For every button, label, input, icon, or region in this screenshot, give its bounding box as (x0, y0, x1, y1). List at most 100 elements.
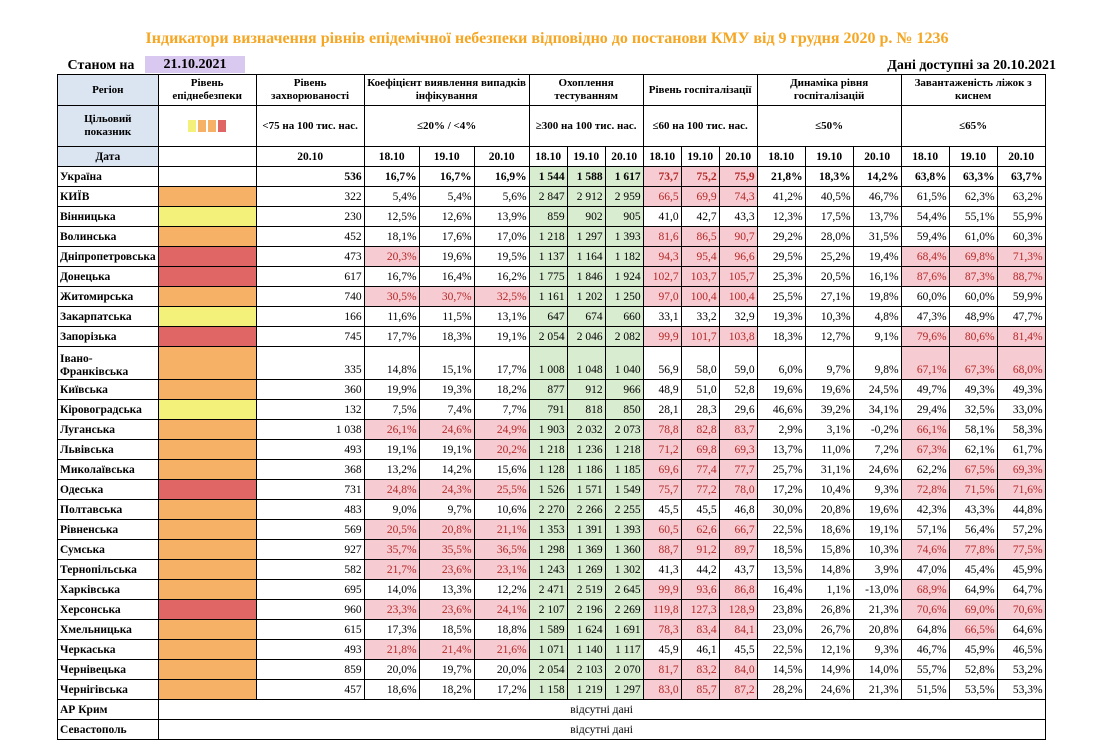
testing-value: 1 185 (604, 459, 644, 480)
hosp-dynamics-value: 13,7% (852, 206, 902, 227)
danger-level-cell (157, 246, 257, 267)
hosp-dynamics-value: 25,2% (804, 246, 854, 267)
hosp-dynamics-value: 14,0% (852, 659, 902, 680)
hospitalization-value: 66,7 (718, 519, 758, 540)
testing-value: 1 298 (528, 539, 568, 560)
detection-value: 21,1% (473, 519, 530, 540)
hosp-dynamics-value: 12,7% (804, 326, 854, 347)
incidence-value: 536 (255, 166, 365, 187)
table-row: Чернігівська 457 18,6% 18,2% 17,2% 1 158 1 219… (57, 679, 1046, 700)
hospitalization-value: 77,2 (680, 479, 720, 500)
hosp-dynamics-value: 19,6% (756, 379, 806, 400)
testing-value: 2 107 (528, 599, 568, 620)
date-col: 19.10 (566, 146, 606, 167)
incidence-value: 322 (255, 186, 365, 207)
testing-value: 2 196 (566, 599, 606, 620)
testing-value: 1 164 (566, 246, 606, 267)
danger-level-cell (157, 206, 257, 227)
incidence-value: 473 (255, 246, 365, 267)
testing-value: 1 302 (604, 559, 644, 580)
hospitalization-value: 85,7 (680, 679, 720, 700)
incidence-value: 927 (255, 539, 365, 560)
hosp-dynamics-value: 21,8% (756, 166, 806, 187)
hosp-dynamics-value: 22,5% (756, 639, 806, 660)
date-col: 18.10 (900, 146, 950, 167)
hospitalization-value: 73,7 (642, 166, 682, 187)
testing-value: 1 071 (528, 639, 568, 660)
detection-value: 19,1% (473, 326, 530, 347)
incidence-value: 745 (255, 326, 365, 347)
hospitalization-value: 32,9 (718, 306, 758, 327)
hosp-dynamics-value: 3,1% (804, 419, 854, 440)
detection-value: 14,0% (363, 579, 420, 600)
hosp-dynamics-value: -0,2% (852, 419, 902, 440)
date-col: 18.10 (756, 146, 806, 167)
table-row: Вінницька 230 12,5% 12,6% 13,9% 859 902 905 41,0… (57, 206, 1046, 227)
detection-value: 13,1% (473, 306, 530, 327)
oxygen-beds-value: 61,7% (996, 439, 1046, 460)
oxygen-beds-value: 47,3% (900, 306, 950, 327)
detection-value: 23,6% (418, 599, 475, 620)
detection-value: 5,6% (473, 186, 530, 207)
detection-value: 17,2% (473, 679, 530, 700)
detection-value: 23,3% (363, 599, 420, 620)
table-row: Україна 536 16,7% 16,7% 16,9% 1 544 1 588 1 617… (57, 166, 1046, 187)
danger-level-cell (157, 599, 257, 620)
testing-value: 1 202 (566, 286, 606, 307)
as-of-date: 21.10.2021 (145, 56, 245, 73)
danger-level-cell (157, 499, 257, 520)
oxygen-beds-value: 74,6% (900, 539, 950, 560)
detection-value: 16,9% (473, 166, 530, 187)
incidence-value: 493 (255, 639, 365, 660)
incidence-value: 617 (255, 266, 365, 287)
oxygen-beds-value: 45,9% (948, 639, 998, 660)
hospitalization-value: 28,1 (642, 399, 682, 420)
hospitalization-value: 66,5 (642, 186, 682, 207)
date-col: 18.10 (528, 146, 568, 167)
detection-value: 23,1% (473, 559, 530, 580)
danger-level-cell (157, 306, 257, 327)
header-hosp-dyn: Динаміка рівня госпіталізацій (756, 74, 902, 106)
incidence-value: 1 038 (255, 419, 365, 440)
oxygen-beds-value: 70,6% (996, 599, 1046, 620)
hospitalization-value: 33,2 (680, 306, 720, 327)
oxygen-beds-value: 69,8% (948, 246, 998, 267)
hosp-dynamics-value: 17,5% (804, 206, 854, 227)
oxygen-beds-value: 42,3% (900, 499, 950, 520)
detection-value: 15,6% (473, 459, 530, 480)
oxygen-beds-value: 81,4% (996, 326, 1046, 347)
hospitalization-value: 128,9 (718, 599, 758, 620)
region-name: Севастополь (57, 719, 159, 740)
danger-level-cell (157, 459, 257, 480)
hosp-dynamics-value: 20,8% (804, 499, 854, 520)
testing-value: 2 103 (566, 659, 606, 680)
hosp-dynamics-value: 25,7% (756, 459, 806, 480)
testing-value: 850 (604, 399, 644, 420)
testing-value: 1 391 (566, 519, 606, 540)
table-row: Хмельницька 615 17,3% 18,5% 18,8% 1 589 1 624 1… (57, 619, 1046, 640)
detection-value: 16,4% (418, 266, 475, 287)
danger-level-swatch (198, 120, 207, 133)
detection-value: 12,6% (418, 206, 475, 227)
detection-value: 17,0% (473, 226, 530, 247)
oxygen-beds-value: 60,0% (948, 286, 998, 307)
header-beds: Завантаженість ліжок з киснем (900, 74, 1046, 106)
testing-value: 905 (604, 206, 644, 227)
region-name: Кіровоградська (57, 399, 159, 420)
testing-value: 2 073 (604, 419, 644, 440)
region-name: Полтавська (57, 499, 159, 520)
page-title: Індикатори визначення рівнів епідемічної… (145, 30, 949, 47)
detection-value: 7,7% (473, 399, 530, 420)
hosp-dynamics-value: 27,1% (804, 286, 854, 307)
table-row: Миколаївська 368 13,2% 14,2% 15,6% 1 128 1 186… (57, 459, 1046, 480)
hospitalization-value: 91,2 (680, 539, 720, 560)
hospitalization-value: 45,5 (718, 639, 758, 660)
hosp-dynamics-value: 40,5% (804, 186, 854, 207)
hospitalization-value: 52,8 (718, 379, 758, 400)
table-row: Севастополь відсутні дані (57, 719, 1046, 740)
oxygen-beds-value: 64,9% (948, 579, 998, 600)
oxygen-beds-value: 70,6% (900, 599, 950, 620)
testing-value: 1 369 (566, 539, 606, 560)
danger-level-cell (157, 379, 257, 400)
hospitalization-value: 59,0 (718, 346, 758, 380)
